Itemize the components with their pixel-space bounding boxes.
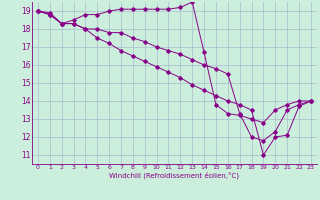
- X-axis label: Windchill (Refroidissement éolien,°C): Windchill (Refroidissement éolien,°C): [109, 172, 239, 179]
